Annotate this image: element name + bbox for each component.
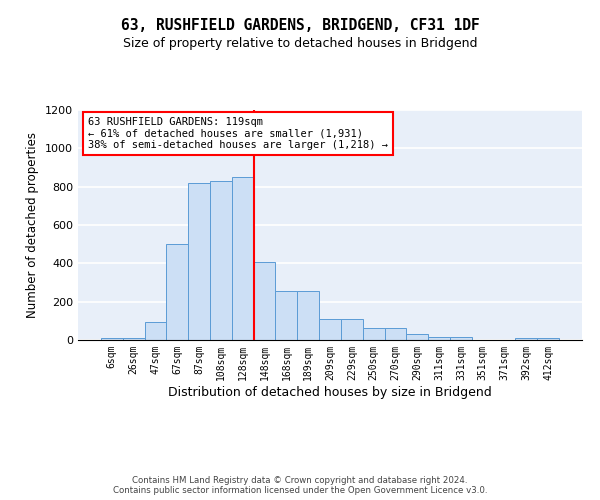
- Text: Size of property relative to detached houses in Bridgend: Size of property relative to detached ho…: [123, 38, 477, 51]
- Bar: [210, 181, 232, 340]
- Bar: [428, 337, 450, 340]
- Bar: [123, 338, 145, 340]
- Bar: [406, 334, 428, 340]
- Bar: [145, 322, 166, 340]
- Bar: [515, 338, 537, 340]
- Y-axis label: Number of detached properties: Number of detached properties: [26, 132, 40, 318]
- Text: 63 RUSHFIELD GARDENS: 119sqm
← 61% of detached houses are smaller (1,931)
38% of: 63 RUSHFIELD GARDENS: 119sqm ← 61% of de…: [88, 117, 388, 150]
- Bar: [232, 177, 254, 340]
- Bar: [297, 291, 319, 340]
- Text: Contains HM Land Registry data © Crown copyright and database right 2024.
Contai: Contains HM Land Registry data © Crown c…: [113, 476, 487, 495]
- Bar: [450, 337, 472, 340]
- Bar: [341, 319, 363, 340]
- Bar: [254, 262, 275, 340]
- Bar: [319, 319, 341, 340]
- Bar: [363, 328, 385, 340]
- Text: 63, RUSHFIELD GARDENS, BRIDGEND, CF31 1DF: 63, RUSHFIELD GARDENS, BRIDGEND, CF31 1D…: [121, 18, 479, 32]
- Bar: [385, 328, 406, 340]
- Bar: [101, 338, 123, 340]
- Bar: [537, 338, 559, 340]
- X-axis label: Distribution of detached houses by size in Bridgend: Distribution of detached houses by size …: [168, 386, 492, 398]
- Bar: [188, 183, 210, 340]
- Bar: [275, 291, 297, 340]
- Bar: [166, 244, 188, 340]
